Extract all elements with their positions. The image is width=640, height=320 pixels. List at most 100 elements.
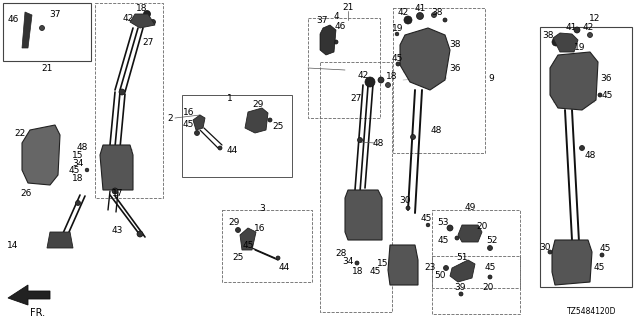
- Circle shape: [455, 236, 459, 240]
- Text: 25: 25: [272, 122, 284, 131]
- Text: 19: 19: [574, 43, 586, 52]
- Text: 38: 38: [431, 7, 443, 17]
- Circle shape: [40, 26, 45, 30]
- Circle shape: [385, 83, 390, 87]
- Text: 38: 38: [449, 39, 461, 49]
- Text: 48: 48: [430, 125, 442, 134]
- Circle shape: [404, 16, 412, 24]
- Bar: [540, 27, 632, 287]
- Bar: [308, 18, 380, 118]
- Circle shape: [276, 256, 280, 260]
- Text: 46: 46: [334, 21, 346, 30]
- Text: 45: 45: [602, 91, 612, 100]
- Text: 12: 12: [589, 13, 601, 22]
- Circle shape: [488, 245, 493, 251]
- Text: 50: 50: [435, 270, 445, 279]
- Polygon shape: [245, 108, 268, 133]
- Circle shape: [112, 188, 118, 194]
- Circle shape: [396, 62, 400, 66]
- Text: 43: 43: [111, 226, 123, 235]
- Polygon shape: [193, 115, 205, 130]
- Polygon shape: [47, 232, 73, 248]
- Circle shape: [443, 18, 447, 22]
- Text: 46: 46: [7, 14, 19, 23]
- Circle shape: [444, 266, 449, 270]
- Text: 27: 27: [350, 93, 362, 102]
- Text: 45: 45: [599, 244, 611, 252]
- Text: 49: 49: [464, 203, 476, 212]
- Text: 14: 14: [7, 241, 19, 250]
- Circle shape: [410, 134, 415, 140]
- Circle shape: [137, 231, 143, 237]
- Polygon shape: [8, 285, 50, 305]
- Text: 20: 20: [483, 283, 493, 292]
- Text: 45: 45: [484, 263, 496, 273]
- Circle shape: [548, 250, 552, 254]
- Text: 15: 15: [72, 150, 84, 159]
- Circle shape: [355, 261, 359, 265]
- Text: 52: 52: [486, 236, 498, 244]
- Text: 2: 2: [167, 114, 173, 123]
- Polygon shape: [320, 25, 336, 55]
- Text: FR.: FR.: [31, 308, 45, 318]
- Circle shape: [461, 263, 465, 267]
- Text: 34: 34: [342, 258, 354, 267]
- Circle shape: [218, 146, 222, 150]
- Text: 28: 28: [335, 249, 347, 258]
- Polygon shape: [400, 28, 450, 90]
- Text: 26: 26: [20, 188, 32, 197]
- Text: 45: 45: [391, 53, 403, 62]
- Circle shape: [119, 89, 125, 95]
- Polygon shape: [550, 52, 598, 110]
- Text: 41: 41: [565, 22, 577, 31]
- Text: 15: 15: [377, 259, 388, 268]
- Text: 36: 36: [449, 63, 461, 73]
- Bar: [182, 95, 292, 177]
- Bar: [222, 210, 312, 282]
- Text: 3: 3: [259, 204, 265, 212]
- Circle shape: [268, 118, 272, 122]
- Polygon shape: [388, 245, 418, 285]
- Circle shape: [406, 206, 410, 210]
- Bar: [432, 256, 520, 314]
- Text: 4: 4: [333, 12, 339, 20]
- Polygon shape: [100, 145, 133, 190]
- Text: 29: 29: [228, 218, 240, 227]
- Text: 19: 19: [392, 23, 404, 33]
- Circle shape: [426, 223, 430, 227]
- Circle shape: [150, 20, 156, 25]
- Text: 30: 30: [540, 243, 551, 252]
- Text: 22: 22: [14, 129, 26, 138]
- Circle shape: [488, 275, 492, 279]
- Circle shape: [195, 131, 200, 135]
- Text: 21: 21: [342, 3, 354, 12]
- Circle shape: [143, 11, 150, 18]
- Text: 51: 51: [456, 253, 468, 262]
- Polygon shape: [553, 33, 578, 52]
- Text: 45: 45: [437, 236, 449, 244]
- Text: 18: 18: [136, 4, 148, 12]
- Text: 1: 1: [227, 93, 233, 102]
- Circle shape: [574, 27, 580, 33]
- Circle shape: [236, 228, 241, 233]
- Text: 48: 48: [76, 142, 88, 151]
- Text: 37: 37: [49, 10, 61, 19]
- Circle shape: [600, 253, 604, 257]
- Text: 45: 45: [369, 268, 381, 276]
- Text: 45: 45: [243, 241, 253, 250]
- Circle shape: [365, 77, 375, 87]
- Circle shape: [598, 93, 602, 97]
- Text: 9: 9: [488, 74, 494, 83]
- Text: TZ5484120D: TZ5484120D: [567, 307, 617, 316]
- Text: 48: 48: [372, 139, 384, 148]
- Text: 18: 18: [72, 173, 84, 182]
- Polygon shape: [22, 125, 60, 185]
- Text: 23: 23: [424, 263, 436, 273]
- Circle shape: [431, 12, 436, 18]
- Text: 45: 45: [593, 263, 605, 273]
- Text: 21: 21: [42, 63, 52, 73]
- Text: 41: 41: [414, 4, 426, 12]
- Circle shape: [378, 77, 384, 83]
- Bar: [95, 3, 163, 198]
- Text: 29: 29: [252, 100, 264, 108]
